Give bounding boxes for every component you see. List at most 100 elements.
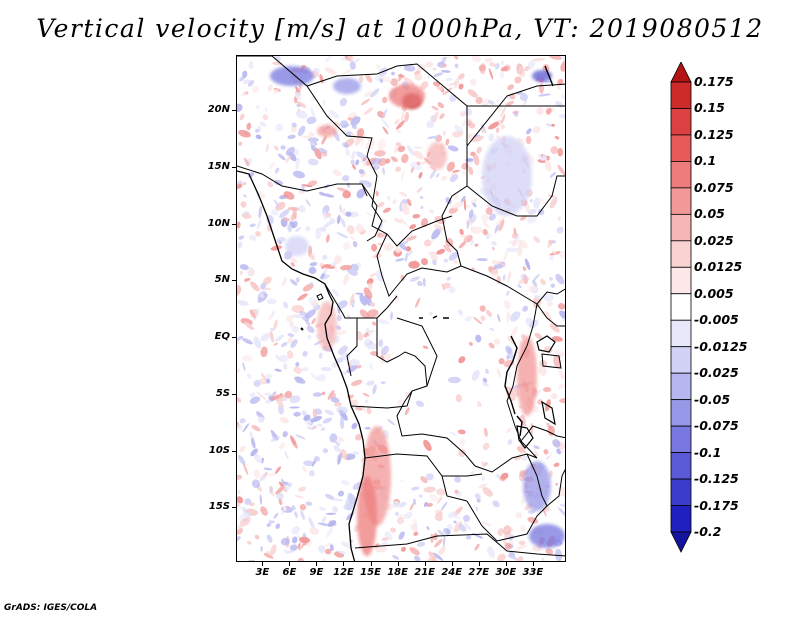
velocity-feature [317, 125, 337, 137]
velocity-speckle [393, 218, 403, 224]
velocity-speckle [237, 536, 241, 542]
velocity-speckle [454, 476, 462, 483]
velocity-speckle [435, 173, 440, 178]
velocity-speckle [479, 305, 486, 312]
velocity-speckle [454, 56, 459, 60]
velocity-speckle [441, 56, 447, 64]
velocity-speckle [559, 447, 564, 454]
velocity-speckle [367, 282, 373, 290]
velocity-speckle [506, 428, 512, 434]
velocity-speckle [355, 151, 367, 160]
velocity-speckle [437, 496, 443, 504]
velocity-speckle [554, 135, 560, 140]
velocity-feature [529, 524, 565, 548]
velocity-speckle [395, 257, 405, 262]
velocity-speckle [506, 310, 511, 323]
velocity-speckle [430, 251, 438, 263]
velocity-speckle [407, 145, 415, 157]
velocity-speckle [327, 520, 337, 527]
velocity-speckle [506, 354, 510, 360]
velocity-speckle [260, 506, 268, 516]
velocity-speckle [434, 538, 443, 548]
velocity-speckle [249, 392, 256, 398]
velocity-speckle [308, 470, 315, 477]
lon-tick [370, 562, 372, 566]
lat-tick [232, 450, 236, 452]
velocity-speckle [258, 416, 265, 423]
velocity-speckle [532, 125, 541, 134]
velocity-speckle [472, 135, 484, 142]
velocity-speckle [376, 63, 381, 71]
velocity-speckle [351, 379, 363, 387]
velocity-speckle [488, 121, 500, 130]
velocity-speckle [520, 497, 525, 505]
velocity-speckle [313, 456, 321, 462]
velocity-speckle [400, 274, 405, 282]
velocity-speckle [528, 509, 536, 514]
velocity-speckle [274, 334, 285, 342]
velocity-speckle [237, 183, 243, 189]
velocity-speckle [548, 276, 553, 281]
velocity-speckle [356, 128, 365, 138]
velocity-speckle [297, 557, 305, 561]
velocity-speckle [354, 57, 360, 64]
velocity-speckle [321, 193, 335, 198]
velocity-speckle [470, 239, 474, 246]
colorbar-bin [670, 425, 692, 453]
velocity-speckle [264, 287, 271, 291]
velocity-speckle [432, 552, 444, 561]
velocity-speckle [346, 365, 358, 374]
velocity-speckle [296, 110, 308, 119]
velocity-speckle [485, 368, 489, 374]
velocity-speckle [245, 559, 252, 561]
velocity-speckle [370, 301, 376, 308]
velocity-speckle [266, 522, 272, 527]
velocity-speckle [364, 426, 371, 430]
colorbar-level-label: 0.005 [694, 285, 734, 301]
velocity-speckle [470, 226, 483, 234]
velocity-speckle [298, 536, 311, 544]
velocity-speckle [270, 310, 275, 318]
velocity-speckle [542, 508, 547, 517]
velocity-speckle [249, 223, 256, 228]
velocity-speckle [517, 284, 522, 289]
velocity-speckle [482, 229, 488, 236]
velocity-speckle [491, 240, 497, 246]
velocity-speckle [390, 78, 398, 86]
lat-tick [232, 166, 236, 168]
velocity-speckle [256, 219, 262, 230]
velocity-speckle [557, 507, 565, 517]
velocity-speckle [267, 84, 273, 92]
velocity-speckle [342, 175, 350, 182]
velocity-speckle [375, 546, 388, 553]
velocity-speckle [325, 234, 330, 243]
velocity-speckle [360, 171, 367, 178]
velocity-speckle [500, 106, 507, 118]
velocity-speckle [514, 111, 519, 117]
velocity-speckle [239, 270, 243, 276]
velocity-speckle [369, 363, 373, 371]
velocity-speckle [530, 422, 533, 436]
velocity-feature [389, 84, 425, 108]
velocity-speckle [237, 340, 240, 345]
velocity-speckle [409, 547, 420, 556]
velocity-speckle [301, 367, 309, 372]
velocity-speckle [317, 522, 330, 527]
velocity-speckle [282, 217, 290, 222]
velocity-speckle [293, 149, 300, 156]
lon-tick-label: 12E [333, 567, 354, 578]
velocity-speckle [395, 120, 405, 130]
velocity-speckle [547, 242, 553, 248]
velocity-speckle [265, 143, 269, 153]
velocity-speckle [370, 351, 379, 356]
velocity-speckle [352, 451, 359, 455]
velocity-speckle [339, 97, 347, 107]
velocity-speckle [557, 303, 565, 310]
velocity-speckle [311, 317, 316, 325]
velocity-speckle [334, 440, 340, 446]
velocity-speckle [463, 522, 472, 531]
velocity-feature [270, 66, 314, 86]
lat-tick [232, 393, 236, 395]
velocity-speckle [517, 239, 528, 249]
velocity-speckle [438, 546, 446, 555]
